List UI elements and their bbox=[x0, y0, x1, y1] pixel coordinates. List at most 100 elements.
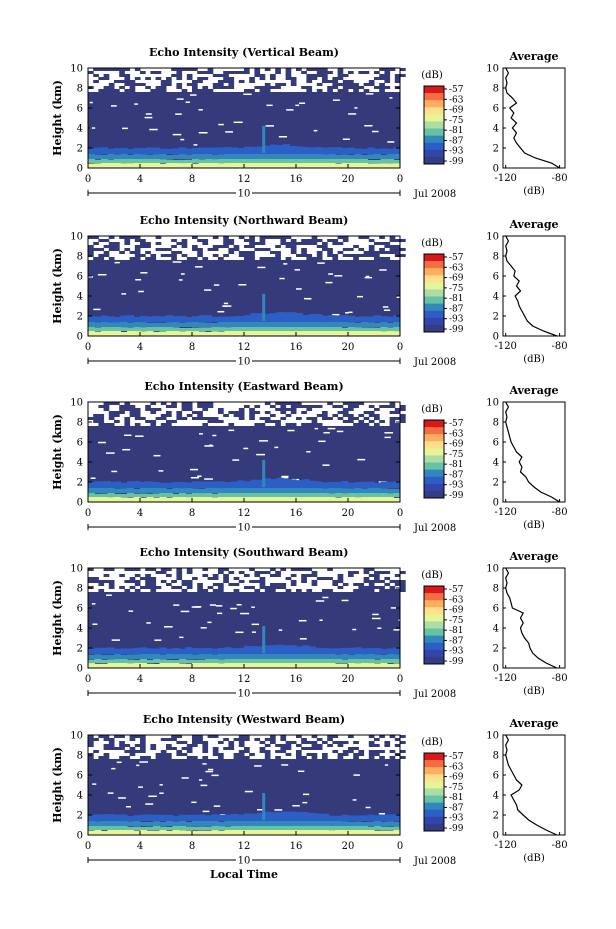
echo-band bbox=[140, 487, 147, 493]
echo-band bbox=[354, 330, 362, 336]
echo-cell bbox=[342, 583, 349, 586]
echo-cell bbox=[400, 750, 406, 753]
colorbar-label: -63 bbox=[449, 95, 464, 105]
echo-cell bbox=[207, 735, 214, 738]
echo-cell bbox=[342, 89, 349, 92]
echo-band bbox=[107, 322, 115, 327]
echo-gap bbox=[384, 764, 389, 766]
colorbar-swatch bbox=[424, 621, 444, 629]
echo-cell bbox=[223, 74, 229, 77]
echo-cell bbox=[342, 80, 349, 83]
echo-cell bbox=[384, 245, 391, 248]
echo-band bbox=[380, 496, 388, 502]
echo-cell bbox=[327, 86, 333, 89]
echo-cell bbox=[374, 86, 380, 89]
echo-cell bbox=[311, 571, 318, 574]
panel-title: Echo Intensity (Southward Beam) bbox=[140, 546, 349, 559]
echo-cell bbox=[160, 248, 167, 251]
echo-cell bbox=[358, 753, 365, 756]
echo-band bbox=[380, 326, 388, 331]
avg-x-label: (dB) bbox=[523, 686, 545, 697]
echo-cell bbox=[98, 239, 105, 242]
echo-band bbox=[387, 159, 394, 163]
echo-band bbox=[296, 485, 303, 493]
echo-cell bbox=[348, 414, 354, 417]
y-tick-label: 2 bbox=[77, 811, 83, 822]
echo-cell bbox=[114, 242, 120, 245]
echo-band bbox=[296, 651, 303, 659]
echo-cell bbox=[88, 236, 94, 239]
echo-cell bbox=[332, 414, 339, 417]
echo-cell bbox=[311, 77, 318, 80]
echo-band bbox=[387, 493, 394, 497]
colorbar-label: -63 bbox=[449, 595, 464, 605]
echo-cell bbox=[160, 254, 167, 257]
echo-cell bbox=[140, 750, 146, 753]
echo-cell bbox=[348, 248, 354, 251]
echo-band bbox=[341, 653, 349, 659]
echo-cell bbox=[160, 417, 167, 420]
echo-cell bbox=[337, 71, 344, 74]
echo-cell bbox=[124, 89, 131, 92]
echo-cell bbox=[285, 753, 292, 756]
echo-cell bbox=[108, 583, 115, 586]
echo-band bbox=[315, 819, 323, 826]
echo-cell bbox=[197, 251, 203, 254]
echo-cell bbox=[145, 77, 151, 80]
echo-cell bbox=[88, 245, 94, 248]
y-tick-label: 8 bbox=[77, 418, 83, 429]
echo-cell bbox=[306, 741, 313, 744]
echo-cell bbox=[103, 251, 110, 254]
echo-band bbox=[179, 327, 186, 331]
echo-band bbox=[218, 331, 225, 336]
echo-cell bbox=[306, 89, 313, 92]
echo-band bbox=[374, 659, 381, 663]
echo-cell bbox=[311, 423, 318, 426]
echo-cell bbox=[394, 744, 401, 747]
echo-band bbox=[231, 486, 238, 493]
echo-band bbox=[309, 827, 316, 835]
echo-cell bbox=[275, 68, 281, 71]
echo-gap bbox=[251, 631, 257, 633]
echo-band bbox=[101, 825, 108, 830]
echo-cell bbox=[368, 735, 375, 738]
echo-gap bbox=[122, 448, 131, 451]
echo-band bbox=[367, 658, 375, 663]
avg-profile-line bbox=[505, 401, 560, 503]
echo-cell bbox=[233, 245, 240, 248]
echo-band bbox=[289, 645, 297, 654]
echo-cell bbox=[244, 68, 250, 71]
echo-cell bbox=[249, 245, 255, 248]
echo-band bbox=[393, 654, 401, 659]
echo-gap bbox=[274, 446, 279, 449]
echo-band bbox=[94, 331, 102, 336]
echo-band bbox=[309, 314, 316, 322]
echo-band bbox=[185, 154, 193, 159]
echo-band bbox=[341, 480, 349, 488]
colorbar-swatch bbox=[424, 282, 444, 290]
echo-cell bbox=[389, 750, 396, 753]
echo-cell bbox=[124, 68, 131, 71]
echo-cell bbox=[327, 254, 333, 257]
echo-band bbox=[114, 322, 121, 327]
avg-x-tick-label: -80 bbox=[552, 840, 568, 851]
echo-cell bbox=[212, 236, 219, 239]
echo-cell bbox=[249, 257, 255, 260]
echo-cell bbox=[114, 414, 120, 417]
echo-cell bbox=[145, 242, 151, 245]
echo-band bbox=[127, 154, 134, 159]
echo-cell bbox=[285, 744, 292, 747]
echo-band bbox=[133, 493, 141, 497]
echo-cell bbox=[259, 750, 266, 753]
echo-cell bbox=[379, 83, 385, 86]
echo-cell bbox=[140, 417, 146, 420]
echo-cell bbox=[103, 254, 110, 257]
echo-band bbox=[224, 330, 232, 336]
echo-band bbox=[335, 487, 342, 493]
echo-band bbox=[322, 652, 329, 659]
echo-cell bbox=[171, 420, 177, 423]
echo-cell bbox=[129, 251, 136, 254]
echo-band bbox=[387, 821, 394, 826]
echo-cell bbox=[134, 423, 141, 426]
echo-cell bbox=[145, 405, 151, 408]
